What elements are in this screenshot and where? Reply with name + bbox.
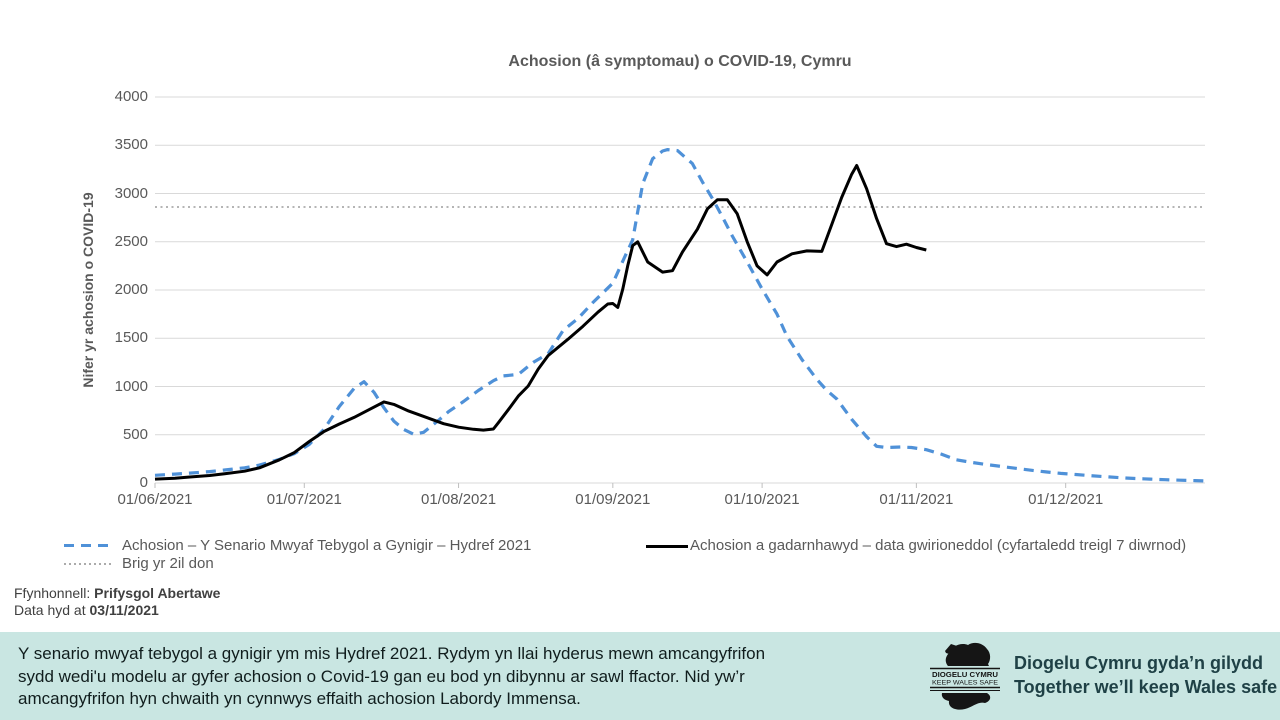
logo-text-cy: DIOGELU CYMRU [932,670,999,679]
wales-map-north [945,642,991,666]
tagline-welsh: Diogelu Cymru gyda’n gilydd [1014,653,1264,673]
source-value: Prifysgol Abertawe [94,585,221,601]
peak-legend-swatch [64,563,112,565]
footer-note-line-3: amcangyfrifon hyn chwaith yn cynnwys eff… [18,689,581,708]
wales-map-south [941,693,991,710]
scenario-legend-swatch [64,544,112,548]
y-tick-label: 3000 [114,184,148,202]
y-tick-label: 4000 [114,88,148,105]
y-tick-label: 2500 [114,232,148,250]
y-tick-label: 2000 [114,281,148,298]
x-tick-label: 01/12/2021 [1028,491,1104,508]
x-tick-label: 01/11/2021 [879,491,954,508]
source-label: Ffynhonnell: [14,585,91,601]
footer-banner: Y senario mwyaf tebygol a gynigir ym mis… [0,632,1280,720]
data-date-value: 03/11/2021 [89,602,159,618]
campaign-taglines: Diogelu Cymru gyda’n gilydd Together we’… [1014,651,1277,699]
y-tick-label: 1000 [114,377,148,395]
y-tick-label: 500 [122,425,148,443]
tagline-english: Together we’ll keep Wales safe [1014,677,1278,697]
data-date-line: Data hyd at 03/11/2021 [14,602,220,619]
x-tick-label: 01/09/2021 [575,491,651,508]
x-tick-label: 01/10/2021 [724,491,800,508]
x-tick-label: 01/06/2021 [117,491,193,508]
chart-title: Achosion (â symptomau) o COVID-19, Cymru [508,53,852,70]
line-chart [154,96,1206,488]
y-tick-label: 0 [139,474,148,491]
actual-legend-swatch [646,545,688,548]
y-tick-label: 3500 [114,136,148,154]
footer-note-line-2: sydd wedi'u modelu ar gyfer achosion o C… [18,666,745,686]
y-tick-label: 1500 [114,329,148,347]
keep-wales-safe-logo: DIOGELU CYMRU KEEP WALES SAFE [930,642,1000,710]
source-block: Ffynhonnell: Prifysgol Abertawe Data hyd… [14,585,220,619]
peak-legend-label: Brig yr 2il don [122,555,214,572]
data-date-label: Data hyd at [14,602,86,618]
actual-line [154,164,927,481]
x-tick-label: 01/08/2021 [421,491,497,508]
actual-legend-label: Achosion a gadarnhawyd – data gwirionedd… [690,537,1187,554]
scenario-legend-label: Achosion – Y Senario Mwyaf Tebygol a Gyn… [122,537,532,554]
logo-text-en: KEEP WALES SAFE [932,680,998,687]
footer-note-line-1: Y senario mwyaf tebygol a gynigir ym mis… [18,644,766,663]
footer-note: Y senario mwyaf tebygol a gynigir ym mis… [18,643,765,711]
scenario-line [154,147,1206,483]
x-tick-label: 01/07/2021 [266,491,342,508]
source-line: Ffynhonnell: Prifysgol Abertawe [14,585,220,602]
